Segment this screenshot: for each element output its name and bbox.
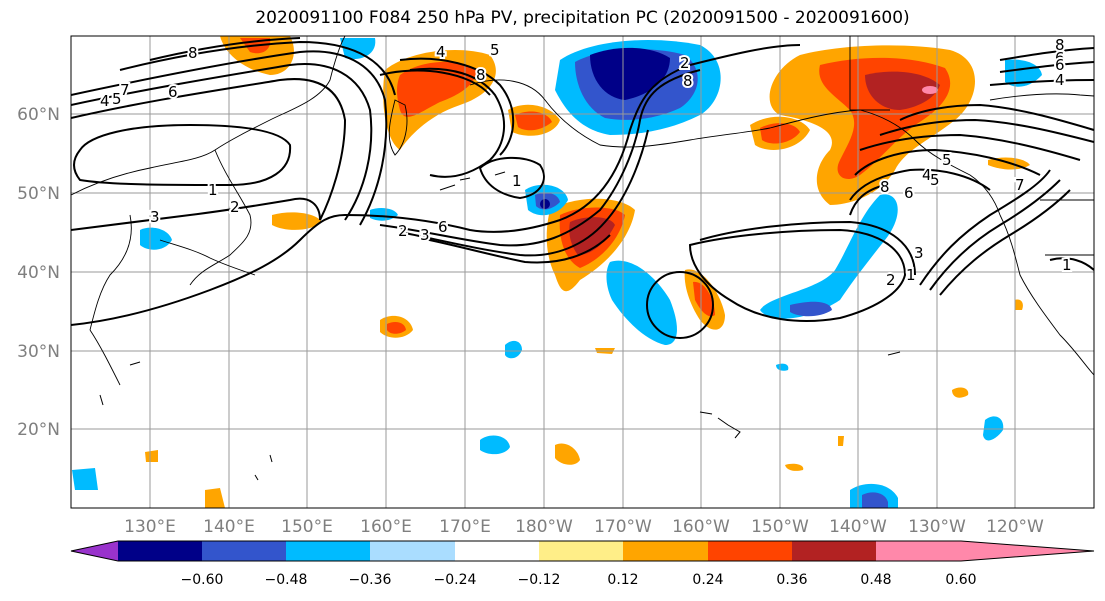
lon-label: 140°W	[829, 517, 887, 537]
lon-label: 160°W	[672, 517, 730, 537]
colorbar-segment	[539, 541, 623, 561]
contour-label: 5	[942, 151, 952, 169]
longitude-labels: 130°E 140°E 150°E 160°E 170°E 180°W 170°…	[124, 517, 1044, 537]
contour-label: 2	[680, 54, 690, 72]
colorbar-tick: 0.48	[860, 572, 891, 588]
contour-label: 8	[476, 66, 486, 84]
colorbar-extend-low	[71, 541, 118, 561]
contour-label: 2	[230, 198, 240, 216]
contour-label: 8	[188, 44, 198, 62]
colorbar-tick-labels: −0.60 −0.48 −0.36 −0.24 −0.12 0.12 0.24 …	[181, 572, 977, 588]
colorbar-segment	[876, 541, 961, 561]
lon-label: 130°E	[124, 517, 176, 537]
colorbar-segment	[792, 541, 876, 561]
contour-label: 3	[420, 226, 430, 244]
contour-label: 8	[683, 72, 693, 90]
lon-label: 140°E	[203, 517, 255, 537]
colorbar-segment	[202, 541, 286, 561]
contour-label: 7	[1015, 176, 1025, 194]
contour-label: 5	[930, 171, 940, 189]
lon-label: 150°W	[751, 517, 809, 537]
lat-label: 20°N	[17, 420, 60, 440]
contour-label: 3	[150, 208, 160, 226]
contour-label: 6	[438, 218, 448, 236]
contour-label: 1	[1062, 256, 1072, 274]
colorbar-segment	[708, 541, 792, 561]
colorbar-tick: 0.24	[692, 572, 723, 588]
contour-label: 4	[436, 43, 446, 61]
colorbar-extend-high	[961, 541, 1094, 561]
colorbar-segment	[118, 541, 202, 561]
colorbar-tick: −0.60	[181, 572, 224, 588]
contour-label: 3	[914, 244, 924, 262]
lon-label: 170°W	[594, 517, 652, 537]
contour-label: 4	[1055, 71, 1065, 89]
contour-label: 6	[904, 184, 914, 202]
islands	[99, 171, 901, 481]
coastlines	[71, 36, 1094, 386]
colorbar-segment	[623, 541, 708, 561]
lon-label: 130°W	[908, 517, 966, 537]
lon-label: 120°W	[986, 517, 1044, 537]
contour-label: 7	[120, 81, 130, 99]
contour-label: 5	[490, 41, 500, 59]
contour-label: 4	[922, 166, 932, 184]
colorbar-tick: 0.60	[945, 572, 976, 588]
contour-label: 1	[906, 266, 916, 284]
contour-label: 6	[1055, 56, 1065, 74]
colorbar-tick: −0.48	[265, 572, 308, 588]
colorbar-tick: −0.24	[434, 572, 477, 588]
map-frame	[70, 35, 1095, 509]
contour-label: 5	[112, 90, 122, 108]
contour-label: 2	[886, 271, 896, 289]
lon-label: 150°E	[281, 517, 333, 537]
contour-label: 1	[208, 181, 218, 199]
contour-label: 4	[100, 92, 110, 110]
lon-label: 170°E	[439, 517, 491, 537]
latitude-labels: 60°N 50°N 40°N 30°N 20°N	[17, 105, 60, 440]
colorbar-tick: −0.36	[349, 572, 392, 588]
lat-label: 40°N	[17, 263, 60, 283]
graticule	[71, 36, 1094, 508]
colorbar-tick: −0.12	[518, 572, 561, 588]
pv-contours	[71, 37, 1094, 339]
colorbar	[70, 540, 1095, 562]
colorbar-outline	[70, 540, 1095, 562]
colorbar-segment	[370, 541, 455, 561]
colorbar-segment	[455, 541, 539, 561]
contour-label: 8	[880, 178, 890, 196]
contour-label: 8	[1055, 36, 1065, 54]
colorbar-segment	[286, 541, 370, 561]
lon-label: 180°W	[515, 517, 573, 537]
map-title: 2020091100 F084 250 hPa PV, precipitatio…	[255, 8, 910, 28]
lat-label: 30°N	[17, 342, 60, 362]
contour-label: 6	[1055, 49, 1065, 67]
lat-label: 50°N	[17, 184, 60, 204]
colorbar-tick: 0.12	[607, 572, 638, 588]
contour-label: 2	[398, 222, 408, 240]
contour-labels: 8 4 5 7 6 4 5 8 1 2 3 2 3 6 1 2 8 6 4 5 …	[98, 34, 1074, 291]
contour-label: 6	[168, 83, 178, 101]
lat-label: 60°N	[17, 105, 60, 125]
lon-label: 160°E	[360, 517, 412, 537]
colorbar-tick: 0.36	[776, 572, 807, 588]
contour-label: 1	[512, 172, 522, 190]
